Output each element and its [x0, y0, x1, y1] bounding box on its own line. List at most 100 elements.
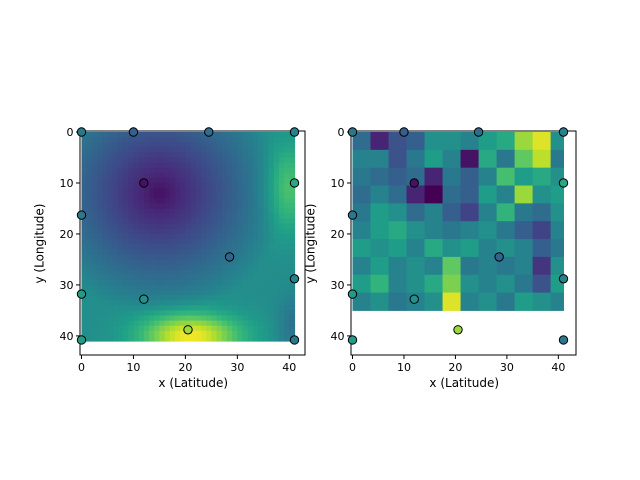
heatmap-cell [211, 147, 218, 153]
heatmap-cell [169, 132, 176, 138]
heatmap-cell [289, 203, 296, 210]
heatmap-cell [97, 300, 103, 306]
heatmap-cell [91, 259, 98, 266]
heatmap-cell [252, 152, 259, 159]
heatmap-cell [128, 172, 135, 179]
heatmap-cell [164, 233, 171, 240]
heatmap-cell [112, 254, 119, 261]
heatmap-cell [237, 300, 244, 306]
heatmap-cell [133, 325, 140, 332]
heatmap-cell [128, 330, 135, 337]
heatmap-cell [247, 244, 254, 250]
heatmap-cell [268, 330, 275, 337]
heatmap-cell [247, 330, 254, 337]
heatmap-cell [232, 203, 238, 210]
heatmap-cell [258, 142, 264, 148]
heatmap-cell [284, 157, 290, 164]
heatmap-cell [216, 254, 223, 261]
heatmap-cell [112, 132, 119, 138]
heatmap-cell [107, 172, 114, 179]
heatmap-cell [226, 274, 233, 281]
heatmap-cell [514, 274, 534, 294]
heatmap-cell [102, 177, 109, 184]
heatmap-cell [289, 305, 296, 312]
sample-point [347, 335, 358, 345]
heatmap-cell [185, 198, 192, 204]
heatmap-cell [169, 269, 176, 276]
heatmap-cell [91, 269, 98, 276]
heatmap-cell [232, 208, 238, 215]
heatmap-cell [252, 249, 259, 255]
y-tick-label: 20 [331, 228, 345, 241]
heatmap-cell [128, 325, 135, 332]
heatmap-cell [263, 259, 270, 266]
x-tick-label: 0 [349, 361, 356, 374]
heatmap-cell [107, 198, 114, 204]
heatmap-cell [154, 213, 161, 220]
heatmap-cell [180, 259, 187, 266]
heatmap-cell [252, 279, 259, 286]
heatmap-cell [175, 284, 181, 291]
heatmap-cell [86, 167, 93, 174]
heatmap-cell [81, 223, 88, 230]
heatmap-cell [289, 152, 296, 159]
heatmap-cell [149, 259, 155, 266]
heatmap-cell [232, 274, 238, 281]
heatmap-cell [263, 330, 270, 337]
heatmap-cell [216, 335, 223, 342]
heatmap-cell [200, 132, 207, 138]
heatmap-cell [107, 315, 114, 322]
heatmap-cell [200, 274, 207, 281]
heatmap-cell [424, 274, 444, 294]
heatmap-cell [226, 193, 233, 199]
heatmap-cell [496, 292, 516, 311]
heatmap-cell [550, 132, 564, 151]
heatmap-cell [86, 213, 93, 220]
heatmap-cell [284, 249, 290, 255]
heatmap-cell [133, 203, 140, 210]
heatmap-cell [81, 284, 88, 291]
heatmap-cell [107, 269, 114, 276]
heatmap-cell [154, 335, 161, 342]
heatmap-cell [284, 269, 290, 276]
heatmap-cell [258, 279, 264, 286]
heatmap-cell [123, 284, 129, 291]
heatmap-cell [226, 198, 233, 204]
heatmap-cell [112, 239, 119, 245]
heatmap-cell [164, 325, 171, 332]
heatmap-cell [232, 152, 238, 159]
heatmap-cell [154, 269, 161, 276]
heatmap-cell [388, 274, 408, 294]
heatmap-image [352, 132, 564, 311]
heatmap-cell [133, 208, 140, 215]
heatmap-cell [81, 167, 88, 174]
heatmap-cell [232, 239, 238, 245]
heatmap-cell [117, 295, 124, 301]
heatmap-cell [242, 325, 249, 332]
heatmap-cell [91, 213, 98, 220]
heatmap-cell [247, 295, 254, 301]
heatmap-cell [195, 167, 202, 174]
heatmap-cell [180, 147, 187, 153]
heatmap-cell [273, 218, 280, 225]
heatmap-cell [258, 300, 264, 306]
heatmap-cell [460, 185, 480, 204]
heatmap-cell [388, 203, 408, 222]
heatmap-cell [169, 320, 176, 327]
heatmap-cell [97, 213, 103, 220]
heatmap-cell [514, 132, 534, 151]
heatmap-cell [216, 132, 223, 138]
heatmap-cell [149, 233, 155, 240]
heatmap-cell [175, 203, 181, 210]
heatmap-cell [237, 249, 244, 255]
x-tick-label: 30 [500, 361, 514, 374]
heatmap-cell [263, 203, 270, 210]
heatmap-cell [195, 137, 202, 143]
heatmap-cell [175, 162, 181, 169]
heatmap-cell [102, 157, 109, 164]
heatmap-cell [159, 188, 166, 194]
heatmap-cell [211, 300, 218, 306]
heatmap-cell [226, 182, 233, 189]
heatmap-cell [289, 284, 296, 291]
heatmap-cell [242, 182, 249, 189]
